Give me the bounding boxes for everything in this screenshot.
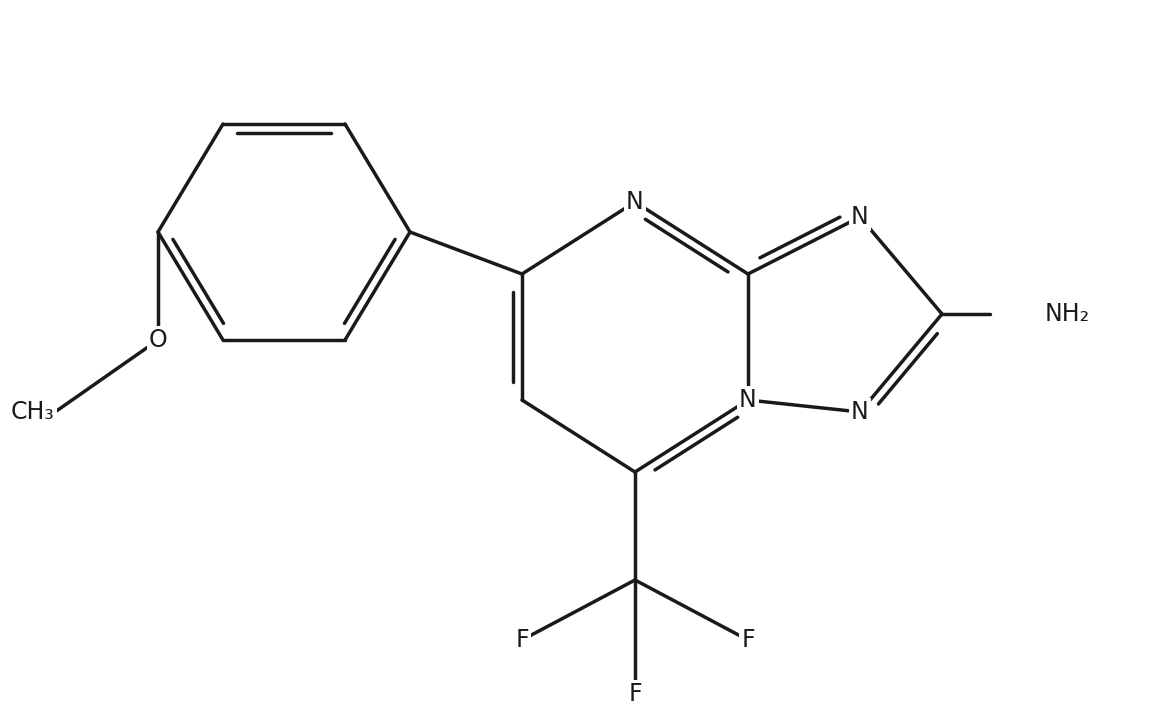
Text: NH₂: NH₂ [1045, 302, 1090, 326]
Text: N: N [851, 205, 869, 229]
Text: CH₃: CH₃ [12, 400, 55, 424]
Text: N: N [739, 388, 757, 412]
Text: F: F [516, 628, 528, 652]
Text: F: F [741, 628, 755, 652]
Text: O: O [149, 328, 168, 352]
Text: N: N [851, 400, 869, 424]
Text: N: N [627, 190, 644, 214]
Text: F: F [628, 682, 642, 706]
